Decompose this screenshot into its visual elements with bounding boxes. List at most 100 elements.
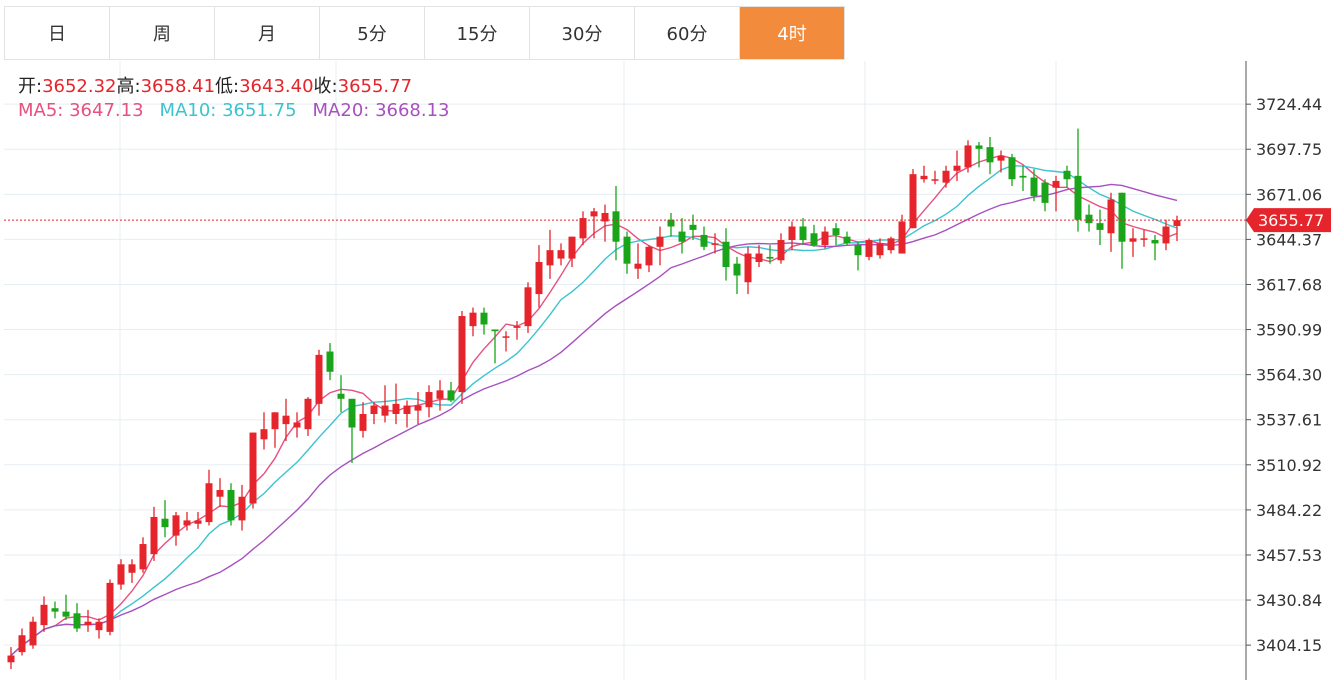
candle-1 [18,628,26,656]
candle-body [271,412,279,430]
tab-0[interactable]: 日 [5,7,110,59]
ma5-value: 3647.13 [69,100,144,121]
candle-91 [1008,153,1016,186]
y-tick-label-9: 3484.22 [1256,501,1322,520]
candle-12 [139,537,147,573]
ma20-value: 3668.13 [375,100,450,121]
candle-body [128,564,136,573]
candle-67 [744,246,752,295]
tab-1[interactable]: 周 [110,7,215,59]
close-value: 3655.77 [337,76,413,97]
candle-body [304,398,312,430]
candle-body [293,422,301,428]
candle-15 [172,511,180,546]
y-axis: 3724.44 3697.75 3671.06 3644.37 3617.68 3590.… [1245,61,1322,680]
candle-body [106,582,114,632]
candle-body [348,398,356,428]
candle-104 [1151,234,1159,261]
candle-24 [271,412,279,448]
candle-42 [469,307,477,337]
candle-body [150,517,158,555]
y-tick-label-8: 3510.92 [1256,456,1322,475]
candle-body [832,228,840,235]
candle-body [711,243,719,245]
tab-6[interactable]: 60分 [635,7,740,59]
candle-body [678,231,686,242]
candle-35 [392,383,400,425]
candle-body [480,312,488,325]
candle-body [1096,223,1104,230]
candle-20 [227,483,235,526]
candle-body [1063,170,1071,180]
candle-body [843,236,851,244]
candle-31 [348,398,356,463]
ma20-label: MA20: [312,100,370,121]
candle-45 [502,331,510,352]
candle-53 [590,207,598,239]
candle-body [1041,182,1049,203]
candle-70 [777,233,785,264]
candle-33 [370,402,378,425]
candle-body [1052,180,1060,188]
tab-3[interactable]: 5分 [320,7,425,59]
candle-5 [62,594,70,621]
candle-80 [887,236,895,254]
candle-body [744,253,752,283]
tab-2[interactable]: 月 [215,7,320,59]
candle-38 [425,385,433,418]
candle-body [1085,214,1093,224]
candle-84 [931,170,939,185]
candle-44 [491,329,499,364]
candle-54 [601,204,609,242]
candle-body [381,405,389,416]
candle-88 [975,142,983,168]
candle-body [216,489,224,497]
candle-0 [7,647,15,670]
candle-66 [733,256,741,295]
candle-56 [623,231,631,274]
candle-49 [546,229,554,279]
candle-body [590,211,598,217]
candle-10 [117,559,125,590]
candle-body [953,165,961,171]
candle-58 [645,245,653,273]
candle-body [942,170,950,183]
candle-11 [128,559,136,583]
y-tick-label-0: 3724.44 [1256,95,1322,114]
y-tick-label-2: 3671.06 [1256,185,1322,204]
candle-63 [700,226,708,251]
candle-body [1129,238,1137,242]
grid-lines [4,61,1246,680]
candle-body [568,236,576,259]
candle-27 [304,397,312,436]
candle-87 [964,140,972,173]
candle-body [810,233,818,246]
candle-69 [766,245,774,264]
candle-body [18,635,26,653]
candle-body [205,483,213,523]
tab-5[interactable]: 30分 [530,7,635,59]
open-value: 3652.32 [42,76,117,97]
candle-86 [953,150,961,181]
candle-body [392,403,400,414]
candle-body [733,263,741,276]
tab-7[interactable]: 4时 [740,7,845,59]
candle-59 [656,226,664,266]
candle-body [645,246,653,266]
candle-body [865,240,873,257]
price-tag [1246,208,1331,233]
candle-body [612,211,620,242]
candle-99 [1096,209,1104,246]
candle-body [920,175,928,180]
candle-37 [414,392,422,425]
tab-4[interactable]: 15分 [425,7,530,59]
candle-body [700,234,708,247]
candle-body [854,245,862,256]
candle-21 [238,484,246,531]
candle-100 [1107,192,1115,252]
candle-25 [282,398,290,442]
y-tick-label-10: 3457.53 [1256,546,1322,565]
candle-body [502,336,510,338]
candle-body [689,224,697,230]
candle-89 [986,137,994,175]
